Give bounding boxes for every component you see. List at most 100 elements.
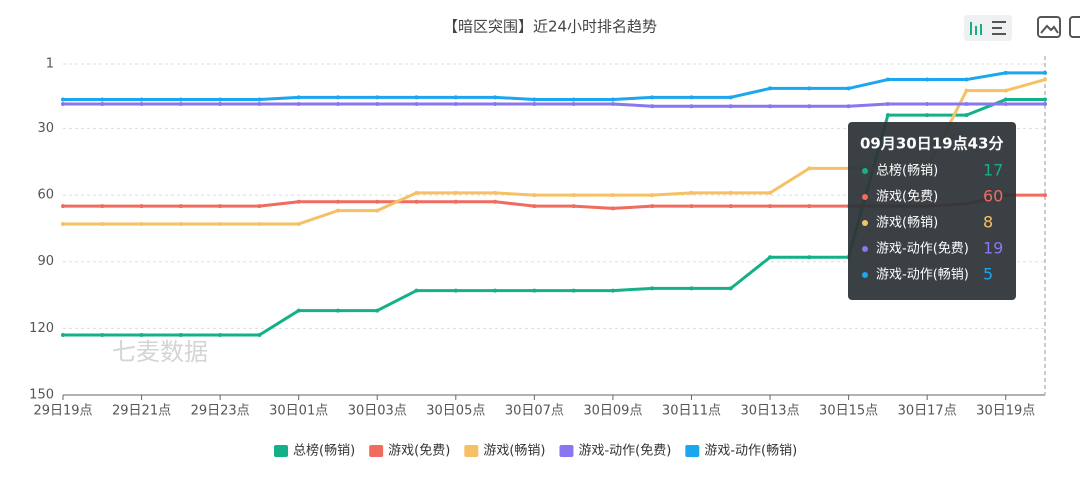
series-line [63, 71, 1045, 102]
legend-swatch[interactable] [274, 445, 288, 457]
point [768, 190, 773, 195]
point [1043, 77, 1047, 82]
point [807, 255, 812, 260]
point [689, 286, 694, 291]
point [610, 101, 615, 106]
point [218, 101, 223, 106]
point [1003, 88, 1008, 93]
legend-swatch[interactable] [369, 445, 384, 457]
point [100, 221, 105, 226]
point [1043, 97, 1047, 102]
legend-label[interactable]: 游戏(畅销) [483, 444, 545, 459]
point [375, 101, 380, 106]
point [61, 101, 65, 106]
point [768, 204, 773, 209]
point [61, 204, 65, 209]
point [571, 204, 576, 209]
point [178, 333, 183, 338]
point [139, 221, 144, 226]
x-tick-label: 30日01点 [269, 404, 328, 419]
point [964, 77, 969, 82]
point [650, 204, 655, 209]
point [768, 255, 773, 260]
point [375, 199, 380, 204]
save-image[interactable] [1037, 16, 1061, 38]
icon [975, 26, 977, 35]
point [296, 95, 301, 100]
point [100, 204, 105, 209]
point [61, 221, 65, 226]
chart-title: 【暗区突围】近24小时排名趋势 [443, 18, 657, 36]
point [335, 308, 340, 313]
toolbar[interactable] [964, 15, 1080, 41]
legend-swatch[interactable] [559, 445, 574, 457]
icon [970, 22, 972, 35]
x-tick-label: 30日17点 [898, 404, 957, 419]
point [1003, 97, 1008, 102]
point [335, 199, 340, 204]
point [375, 308, 380, 313]
point [375, 95, 380, 100]
x-tick-label: 29日23点 [191, 404, 250, 419]
legend-label[interactable]: 总榜(畅销) [293, 443, 355, 459]
point [493, 288, 498, 293]
point [689, 95, 694, 100]
point [689, 104, 694, 109]
point [571, 193, 576, 198]
point [453, 199, 458, 204]
point [296, 101, 301, 106]
point [807, 86, 812, 91]
legend-label[interactable]: 游戏(免费) [388, 444, 450, 459]
point [610, 193, 615, 198]
point [335, 208, 340, 213]
point [257, 101, 262, 106]
tooltip-dot [862, 168, 868, 174]
point [925, 77, 930, 82]
point [61, 333, 65, 338]
point [257, 221, 262, 226]
point [1003, 70, 1008, 75]
y-tick-label: 120 [29, 321, 54, 336]
point [139, 333, 144, 338]
tooltip-name: 游戏(免费) [876, 190, 938, 205]
point [650, 95, 655, 100]
point [571, 288, 576, 293]
restore[interactable] [1069, 16, 1080, 38]
point [335, 101, 340, 106]
point [925, 101, 930, 106]
legend-label[interactable]: 游戏-动作(畅销) [704, 444, 797, 459]
point [1043, 101, 1047, 106]
point [296, 308, 301, 313]
x-tick-label: 29日21点 [112, 404, 171, 419]
point [178, 101, 183, 106]
tooltip-value: 5 [983, 265, 993, 284]
tooltip-name: 游戏-动作(免费) [876, 242, 969, 257]
point [1043, 70, 1047, 75]
tooltip-name: 游戏-动作(畅销) [876, 268, 969, 283]
point [453, 190, 458, 195]
point [218, 221, 223, 226]
tooltip-box [848, 122, 1016, 300]
point [807, 166, 812, 171]
point [296, 199, 301, 204]
point [885, 113, 890, 118]
point [178, 97, 183, 102]
point [1003, 101, 1008, 106]
point [807, 204, 812, 209]
x-tick-label: 30日07点 [505, 404, 564, 419]
legend-label[interactable]: 游戏-动作(免费) [578, 444, 671, 459]
point [532, 204, 537, 209]
legend-swatch[interactable] [464, 445, 479, 457]
point [100, 333, 105, 338]
point [218, 204, 223, 209]
point [532, 193, 537, 198]
legend-swatch[interactable] [685, 445, 700, 457]
point [414, 288, 419, 293]
y-tick-label: 1 [46, 57, 54, 72]
point [493, 199, 498, 204]
tooltip-dot [862, 272, 868, 278]
point [728, 104, 733, 109]
icon [992, 33, 1006, 35]
x-tick-label: 30日05点 [426, 404, 485, 419]
point [964, 88, 969, 93]
